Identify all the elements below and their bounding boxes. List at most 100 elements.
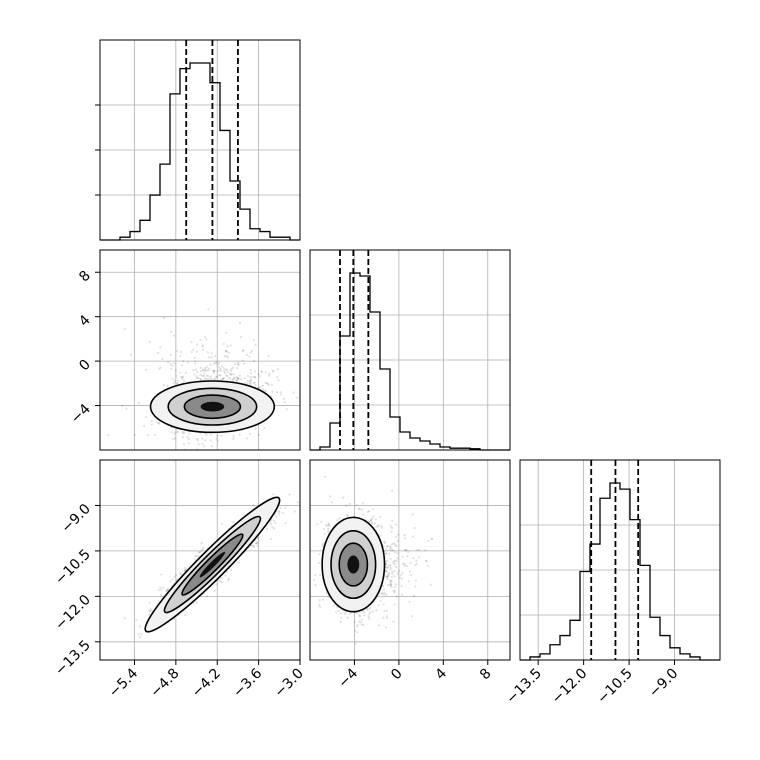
scatter-point [393,542,396,545]
scatter-point [183,379,186,383]
scatter-point [431,538,434,541]
scatter-point [407,551,410,554]
scatter-point [235,379,239,382]
scatter-point [205,338,208,341]
x-tick-label: 8 [477,666,495,684]
scatter-point [400,577,404,581]
scatter-point [216,363,219,366]
scatter-point [394,586,397,589]
scatter-point [320,520,323,523]
scatter-point [394,544,397,547]
scatter-point [392,542,395,545]
scatter-point [241,359,244,362]
scatter-point [276,368,279,371]
scatter-point [382,545,385,548]
scatter-point [322,527,325,531]
scatter-point [229,372,232,375]
x-tick-label: 0 [388,666,406,684]
scatter-point [368,607,372,610]
scatter-point [377,604,380,607]
panel-background [310,250,510,450]
scatter-point [390,583,393,586]
scatter-point [252,544,255,547]
scatter-point [393,559,396,562]
scatter-point [329,495,332,498]
scatter-point [237,363,240,366]
scatter-point [397,533,400,536]
x-tick-label: −4.2 [189,666,224,701]
scatter-point [386,544,389,547]
scatter-point [199,338,202,342]
scatter-point [107,434,110,437]
scatter-point [345,513,349,517]
scatter-point [268,374,271,377]
scatter-point [389,568,392,571]
y-tick-label: 4 [76,312,94,330]
scatter-point [212,369,215,372]
scatter-point [371,521,374,524]
scatter-point [326,530,330,533]
scatter-point [358,507,361,510]
scatter-point [356,623,359,626]
scatter-point [389,557,392,560]
scatter-point [182,432,185,435]
scatter-point [388,571,391,575]
scatter-point [252,545,255,549]
scatter-point [335,610,338,613]
scatter-point [264,389,268,393]
scatter-point [197,377,200,380]
scatter-point [233,376,236,379]
scatter-point [212,362,216,366]
scatter-point [394,535,398,538]
scatter-point [201,442,204,445]
scatter-point [339,612,343,615]
scatter-point [133,433,136,437]
scatter-point [224,349,228,352]
x-tick-label: −3.0 [271,666,306,701]
scatter-point [176,381,179,385]
scatter-point [202,546,205,550]
scatter-point [367,509,371,513]
scatter-point [217,370,220,373]
scatter-point [382,616,385,619]
x-tick-label: −13.5 [503,666,545,708]
scatter-point [227,578,230,582]
scatter-point [226,370,229,373]
scatter-point [267,354,270,358]
scatter-point [203,372,206,375]
scatter-point [416,549,419,552]
scatter-point [167,361,170,364]
scatter-point [199,366,202,369]
scatter-point [391,519,394,522]
scatter-point [284,506,287,509]
scatter-point [318,599,321,602]
scatter-point [277,510,281,513]
scatter-point [248,432,252,436]
scatter-point [195,343,199,346]
scatter-point [265,382,269,385]
scatter-point [236,362,239,366]
scatter-point [205,365,209,369]
scatter-point [268,372,271,375]
scatter-point [212,369,216,373]
scatter-point [327,523,330,526]
scatter-point [169,580,172,583]
scatter-point [195,555,198,558]
scatter-point [181,376,185,379]
scatter-point [236,377,240,380]
scatter-point [415,559,418,562]
scatter-point [414,579,417,582]
scatter-point [227,577,230,580]
scatter-point [382,588,385,591]
scatter-point [162,586,165,589]
scatter-point [314,573,317,577]
scatter-point [205,433,208,436]
scatter-point [269,523,273,526]
scatter-point [191,348,195,351]
scatter-point [272,519,276,522]
scatter-point [166,384,169,387]
scatter-point [389,546,393,549]
scatter-point [196,439,199,442]
scatter-point [250,378,253,382]
scatter-point [271,390,274,393]
